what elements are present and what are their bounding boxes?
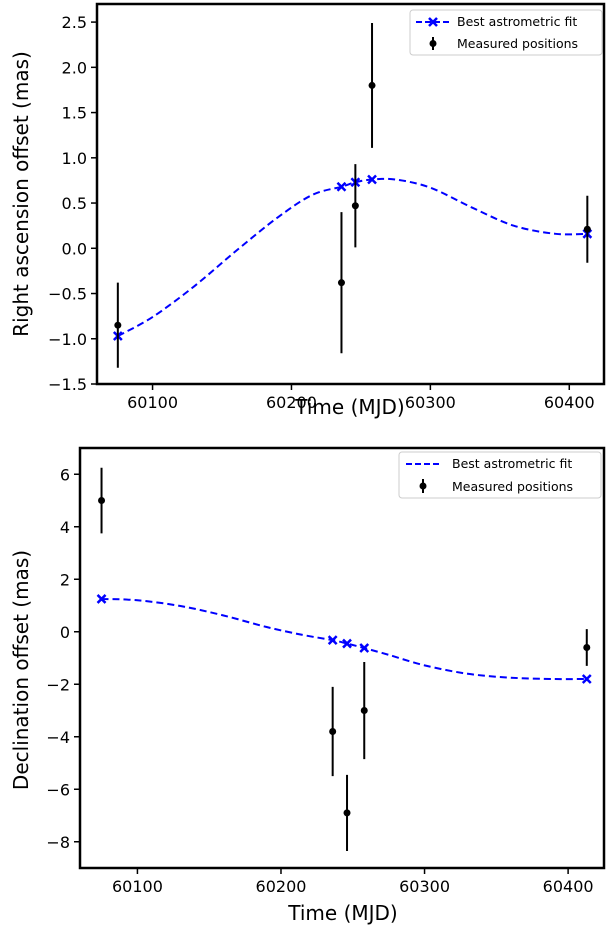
dec-x-tick-label: 60100 xyxy=(112,877,163,896)
ra-measured-point xyxy=(337,279,345,287)
ra-y-tick-label: 2.5 xyxy=(62,13,87,32)
dec-legend-box xyxy=(398,451,602,499)
ra-measured-point xyxy=(351,202,359,210)
ra-legend: Best astrometric fit Measured positions xyxy=(409,9,603,56)
ra-y-tick-label: 1.0 xyxy=(62,149,87,168)
dec-fit-marker xyxy=(581,674,592,684)
dec-legend: Best astrometric fit Measured positions xyxy=(398,451,602,499)
ra-measured-point xyxy=(114,321,122,329)
ra-x-axis-label: Time (MJD) xyxy=(294,395,404,419)
ra-legend-measured-marker xyxy=(429,40,437,47)
dec-y-tick-label: 4 xyxy=(60,518,70,537)
dec-fit-curve xyxy=(101,597,587,681)
ra-legend-box xyxy=(409,9,603,56)
ra-y-tick-label: 1.5 xyxy=(62,104,87,123)
dec-measured-point xyxy=(583,644,591,651)
ra-fit-marker xyxy=(336,181,347,192)
ra-y-tick-label: −0.5 xyxy=(48,285,87,304)
dec-measured-point xyxy=(329,728,337,735)
dec-legend-measured-label: Measured positions xyxy=(452,479,573,494)
ra-y-tick-label: 0.5 xyxy=(62,194,87,213)
ra-axis-ticks: 60100 60200 60300 60400 −1.5 −1.0 −0.5 0.0 0.5 1.… xyxy=(48,13,595,412)
ra-legend-fit-label: Best astrometric fit xyxy=(457,14,577,29)
dec-y-tick-label: −2 xyxy=(46,675,70,694)
dec-x-tick-label: 60300 xyxy=(399,877,450,896)
dec-fit-marker xyxy=(327,635,338,646)
ra-y-tick-label: −1.5 xyxy=(48,375,87,394)
dec-fit-marker xyxy=(342,638,352,649)
ra-measured-point xyxy=(368,81,376,89)
ra-y-tick-label: 0.0 xyxy=(62,239,87,258)
dec-y-tick-label: −8 xyxy=(46,833,70,852)
ra-y-axis-label: Right ascension offset (mas) xyxy=(9,51,33,337)
dec-y-tick-label: −4 xyxy=(46,728,70,747)
ra-panel: 60100 60200 60300 60400 −1.5 −1.0 −0.5 0.0 0.5 1.… xyxy=(9,2,606,419)
ra-legend-measured-label: Measured positions xyxy=(457,36,578,51)
dec-y-tick-label: 6 xyxy=(60,465,70,484)
ra-plot-frame xyxy=(95,2,606,386)
ra-x-tick-label: 60100 xyxy=(127,393,178,412)
ra-x-tick-label: 60400 xyxy=(544,393,595,412)
dec-axis-ticks: 60100 60200 60300 60400 −8 −6 −4 −2 0 2 4 6 xyxy=(46,465,593,896)
ra-fit-marker xyxy=(367,174,377,185)
ra-x-tick-label: 60200 xyxy=(266,393,317,412)
dec-y-tick-label: −6 xyxy=(46,780,70,799)
dec-legend-fit-label: Best astrometric fit xyxy=(452,456,572,471)
dec-x-axis-label: Time (MJD) xyxy=(287,901,397,925)
dec-measured-point xyxy=(98,497,106,504)
dec-y-tick-label: 0 xyxy=(60,623,70,642)
ra-fit-curve xyxy=(117,177,588,337)
dec-fit-marker xyxy=(96,594,107,604)
ra-measured-point xyxy=(583,225,591,233)
dec-measured-point xyxy=(343,809,351,817)
dec-y-tick-label: 2 xyxy=(60,570,70,589)
dec-panel: 60100 60200 60300 60400 −8 −6 −4 −2 0 2 4 6 Time (M… xyxy=(9,446,606,925)
dec-y-axis-label: Declination offset (mas) xyxy=(9,550,33,790)
ra-y-tick-label: 2.0 xyxy=(62,58,87,77)
ra-plot-marks xyxy=(112,23,593,368)
ra-legend-fit-marker xyxy=(428,17,438,27)
dec-legend-measured-marker xyxy=(419,482,427,490)
ra-y-tick-label: −1.0 xyxy=(48,330,87,349)
dec-x-tick-label: 60200 xyxy=(256,877,307,896)
dec-measured-point xyxy=(360,707,368,714)
dec-plot-marks xyxy=(96,467,592,851)
dec-fit-marker xyxy=(359,643,370,653)
ra-x-tick-label: 60300 xyxy=(405,393,456,412)
dec-x-tick-label: 60400 xyxy=(543,877,594,896)
dec-plot-frame xyxy=(78,446,606,870)
